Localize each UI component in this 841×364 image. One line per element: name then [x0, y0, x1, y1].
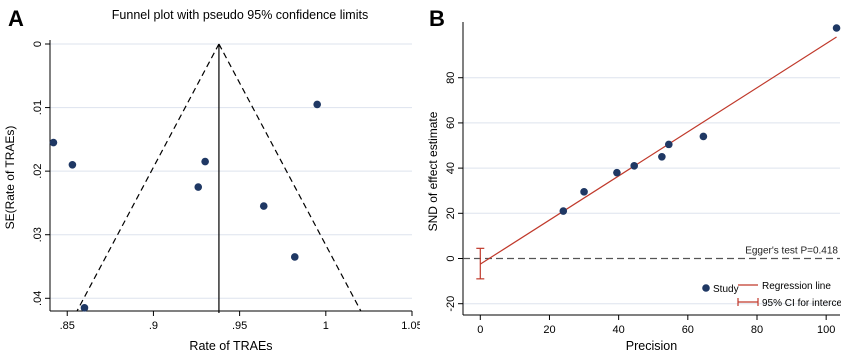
study-point [68, 160, 77, 169]
study-point [80, 304, 89, 312]
y-axis-label: SND of effect estimate [426, 111, 440, 231]
x-tick-label: 60 [682, 324, 694, 336]
study-point [613, 168, 621, 177]
panel-b: B -20 0 20 40 60 80 0 20 40 60 80 100 Egger's test P… [421, 0, 841, 359]
study-point [664, 140, 673, 149]
y-tick-label: 40 [445, 162, 457, 174]
study-point [580, 188, 588, 196]
panel-a: A Funnel plot with pseudo 95% confidence… [0, 0, 423, 359]
panel-label-a: A [8, 6, 24, 31]
x-axis-label: Precision [626, 339, 677, 353]
funnel-plot: 0 .01 .02 .03 .04 .85 .9 .95 1 1.05 SE(Rate of TRA… [3, 40, 423, 353]
confidence-limit-right [218, 43, 362, 312]
study-point [832, 24, 841, 32]
x-tick-label: 1.05 [401, 320, 420, 332]
confidence-limit-left [76, 43, 220, 312]
x-tick-label: .95 [232, 320, 247, 332]
x-tick-label: .85 [60, 320, 75, 332]
study-point [194, 183, 203, 191]
x-tick-label: 100 [817, 324, 835, 336]
study-point [259, 202, 268, 210]
x-tick-label: 0 [477, 324, 483, 336]
x-axis-label: Rate of TRAEs [189, 339, 272, 353]
egger-plot: -20 0 20 40 60 80 0 20 40 60 80 100 Egger's test P=0… [426, 22, 841, 353]
x-tick-label: 20 [543, 324, 555, 336]
regression-line [479, 36, 837, 265]
study-point [559, 207, 568, 215]
study-point [313, 100, 321, 109]
x-tick-label: 80 [751, 324, 763, 336]
study-point [699, 132, 708, 141]
y-tick-label: .02 [32, 163, 44, 178]
egger-test-annotation: Egger's test P=0.418 [745, 246, 838, 257]
y-tick-label: 0 [32, 41, 44, 47]
legend-study-marker [702, 284, 710, 292]
y-tick-label: .04 [32, 291, 44, 306]
x-tick-label: .9 [149, 320, 158, 332]
y-tick-label: 20 [445, 207, 457, 219]
legend-regression-label: Regression line [762, 281, 831, 292]
legend-study-label: Study [713, 284, 739, 295]
legend-ci-label: 95% CI for intercept [762, 298, 841, 309]
y-axis-label: SE(Rate of TRAEs) [3, 126, 17, 230]
study-point [49, 138, 58, 147]
x-tick-label: 1 [323, 320, 329, 332]
study-point [630, 162, 639, 170]
y-tick-label: -20 [445, 296, 457, 312]
study-point [290, 253, 299, 261]
y-tick-label: 60 [445, 117, 457, 129]
panel-label-b: B [429, 6, 445, 31]
study-point [658, 153, 666, 161]
y-tick-label: .01 [32, 100, 44, 115]
study-point [201, 157, 209, 166]
y-tick-label: 80 [445, 72, 457, 84]
x-tick-label: 40 [613, 324, 625, 336]
y-tick-label: 0 [445, 255, 457, 261]
chart-title-a: Funnel plot with pseudo 95% confidence l… [111, 8, 369, 22]
y-tick-label: .03 [32, 227, 44, 242]
